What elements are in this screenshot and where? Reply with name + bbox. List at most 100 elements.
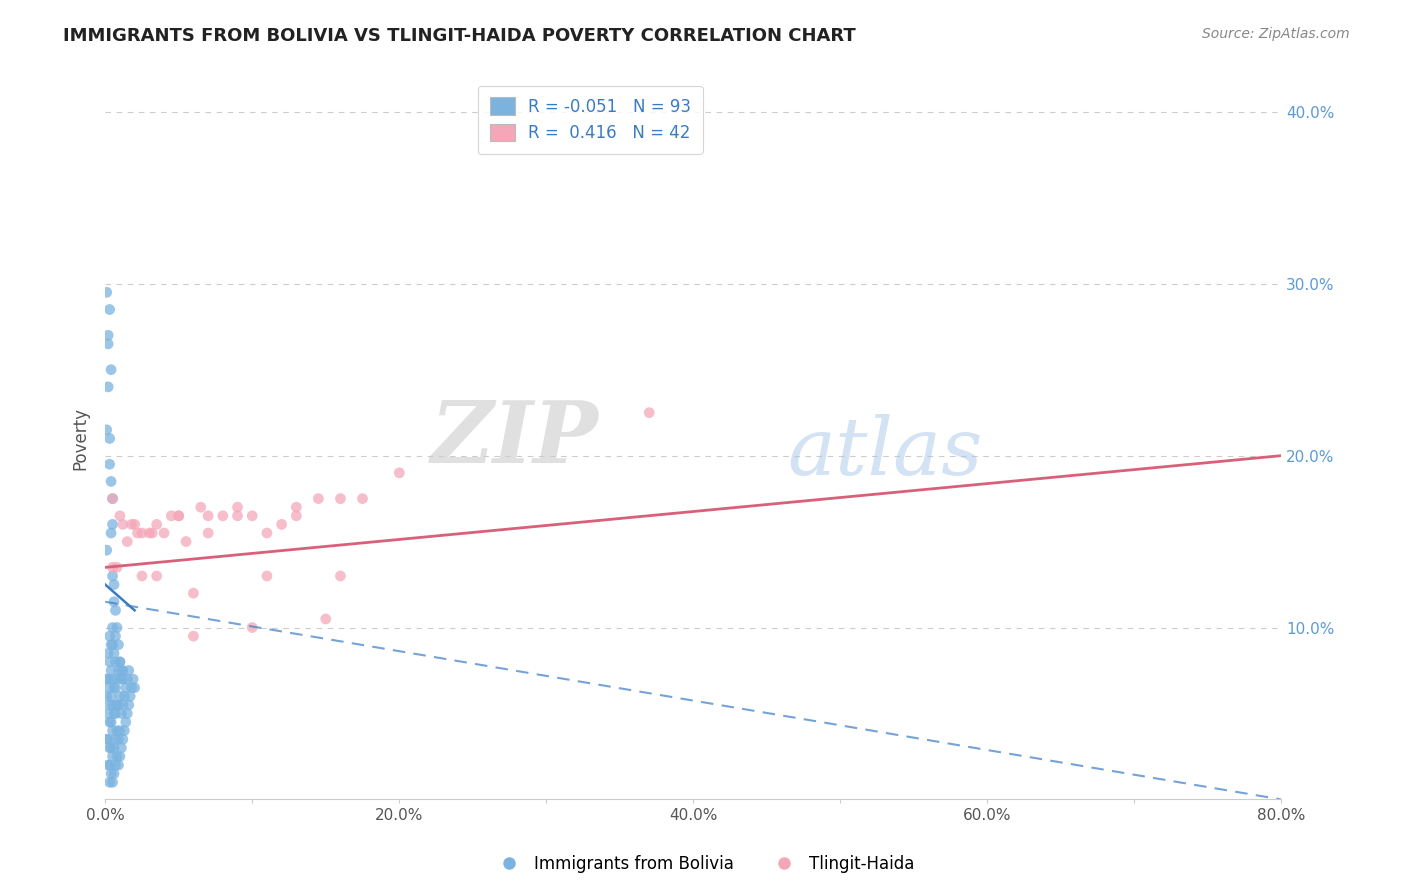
- Point: [100, 664, 122, 678]
- Point: [107, 638, 129, 652]
- Point: [315, 612, 337, 626]
- Point: [124, 517, 146, 532]
- Point: [97, 646, 120, 660]
- Point: [110, 740, 132, 755]
- Point: [120, 690, 142, 704]
- Point: [114, 715, 136, 730]
- Point: [98, 715, 121, 730]
- Point: [101, 517, 124, 532]
- Point: [226, 500, 249, 515]
- Point: [97, 706, 120, 721]
- Point: [256, 526, 278, 541]
- Point: [105, 621, 128, 635]
- Point: [107, 664, 129, 678]
- Point: [101, 672, 124, 686]
- Point: [103, 681, 125, 695]
- Point: [101, 698, 124, 712]
- Point: [138, 526, 160, 541]
- Point: [307, 491, 329, 506]
- Point: [98, 758, 121, 772]
- Point: [103, 595, 125, 609]
- Point: [127, 526, 149, 541]
- Point: [141, 526, 163, 541]
- Point: [160, 508, 183, 523]
- Point: [110, 672, 132, 686]
- Point: [98, 302, 121, 317]
- Point: [107, 758, 129, 772]
- Point: [105, 672, 128, 686]
- Point: [97, 328, 120, 343]
- Point: [100, 690, 122, 704]
- Point: [329, 491, 352, 506]
- Point: [105, 560, 128, 574]
- Point: [105, 698, 128, 712]
- Point: [111, 664, 134, 678]
- Point: [197, 526, 219, 541]
- Point: [145, 569, 167, 583]
- Point: [98, 740, 121, 755]
- Point: [167, 508, 190, 523]
- Point: [108, 690, 131, 704]
- Point: [103, 646, 125, 660]
- Point: [211, 508, 233, 523]
- Point: [174, 534, 197, 549]
- Point: [110, 664, 132, 678]
- Point: [101, 723, 124, 738]
- Point: [104, 655, 127, 669]
- Point: [100, 638, 122, 652]
- Point: [104, 681, 127, 695]
- Point: [100, 740, 122, 755]
- Point: [352, 491, 374, 506]
- Point: [121, 517, 143, 532]
- Point: [107, 732, 129, 747]
- Point: [131, 526, 153, 541]
- Point: [183, 586, 205, 600]
- Point: [96, 423, 118, 437]
- Point: [101, 621, 124, 635]
- Point: [97, 337, 120, 351]
- Point: [122, 672, 145, 686]
- Point: [121, 681, 143, 695]
- Point: [112, 690, 135, 704]
- Point: [111, 732, 134, 747]
- Point: [111, 672, 134, 686]
- Text: ZIP: ZIP: [432, 397, 599, 480]
- Point: [107, 698, 129, 712]
- Point: [240, 621, 263, 635]
- Point: [117, 534, 139, 549]
- Point: [98, 432, 121, 446]
- Point: [97, 758, 120, 772]
- Point: [131, 569, 153, 583]
- Text: Source: ZipAtlas.com: Source: ZipAtlas.com: [1202, 27, 1350, 41]
- Point: [117, 672, 139, 686]
- Point: [97, 732, 120, 747]
- Point: [96, 672, 118, 686]
- Point: [103, 577, 125, 591]
- Point: [96, 543, 118, 558]
- Point: [124, 681, 146, 695]
- Point: [97, 380, 120, 394]
- Point: [270, 517, 292, 532]
- Point: [100, 766, 122, 780]
- Text: atlas: atlas: [787, 414, 983, 491]
- Point: [167, 508, 190, 523]
- Point: [96, 732, 118, 747]
- Point: [388, 466, 411, 480]
- Point: [100, 362, 122, 376]
- Point: [103, 706, 125, 721]
- Legend: R = -0.051   N = 93, R =  0.416   N = 42: R = -0.051 N = 93, R = 0.416 N = 42: [478, 86, 703, 153]
- Point: [285, 500, 308, 515]
- Point: [101, 775, 124, 789]
- Point: [110, 706, 132, 721]
- Point: [226, 508, 249, 523]
- Point: [104, 706, 127, 721]
- Point: [103, 740, 125, 755]
- Point: [108, 655, 131, 669]
- Point: [638, 406, 661, 420]
- Point: [108, 655, 131, 669]
- Point: [117, 706, 139, 721]
- Point: [183, 629, 205, 643]
- Point: [101, 569, 124, 583]
- Point: [153, 526, 176, 541]
- Point: [101, 491, 124, 506]
